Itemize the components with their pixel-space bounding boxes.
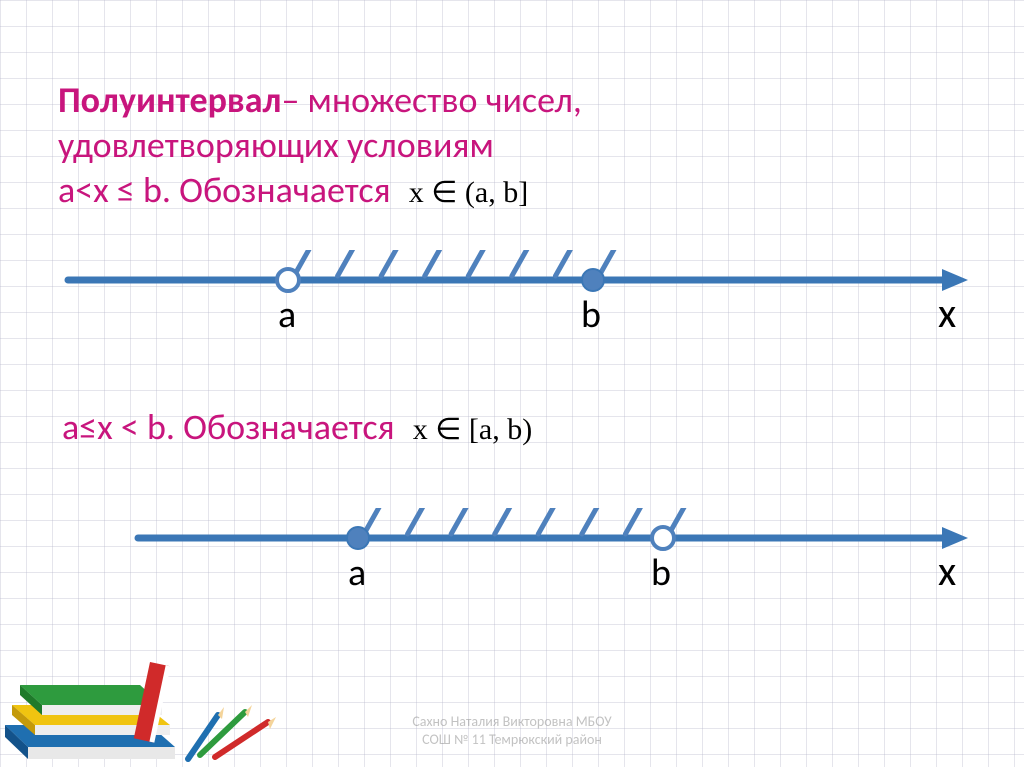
point-a-label-2: a bbox=[348, 550, 366, 596]
point-a-label-1: a bbox=[278, 292, 296, 338]
second-condition: a≤x < b. Обозначается x ∈ [a, b) bbox=[62, 405, 532, 449]
point-b-label-2: b bbox=[651, 550, 671, 596]
title-block: Полуинтервал– множество чисел, удовлетво… bbox=[58, 78, 984, 213]
title-rest-1: – множество чисел, bbox=[281, 78, 581, 122]
x-axis-label-2: x bbox=[938, 546, 956, 597]
title-line-3: a<x ≤ b. Обозначается x ∈ (a, b] bbox=[58, 168, 984, 213]
condition-1: a<x ≤ b. Обозначается bbox=[58, 168, 391, 212]
footer-attribution: Сахно Наталия Викторовна МБОУ СОШ № 11 Т… bbox=[0, 713, 1024, 749]
condition-2: a≤x < b. Обозначается bbox=[62, 405, 395, 449]
number-line-2: a b x bbox=[58, 508, 998, 568]
notation-2: x ∈ [a, b) bbox=[413, 413, 532, 446]
axis-1-svg bbox=[58, 250, 998, 320]
slide-content: Полуинтервал– множество чисел, удовлетво… bbox=[58, 78, 984, 213]
notation-1: x ∈ (a, b] bbox=[409, 176, 528, 209]
title-line-2: удовлетворяющих условиям bbox=[58, 123, 984, 168]
x-axis-label-1: x bbox=[938, 288, 956, 339]
point-b-label-1: b bbox=[581, 292, 601, 338]
footer-line-2: СОШ № 11 Темрюкский район bbox=[0, 731, 1024, 749]
number-line-1: a b x bbox=[58, 250, 998, 310]
footer-line-1: Сахно Наталия Викторовна МБОУ bbox=[0, 713, 1024, 731]
term-text: Полуинтервал bbox=[58, 78, 281, 122]
